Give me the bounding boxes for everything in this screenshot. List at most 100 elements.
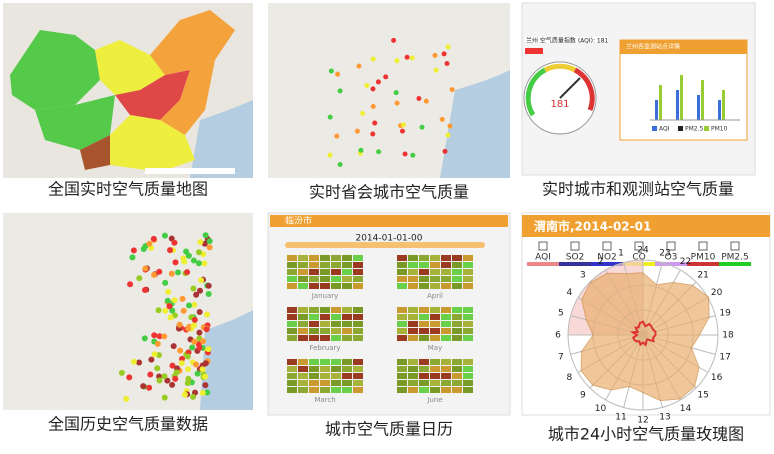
city-dot xyxy=(419,124,425,130)
station-dot xyxy=(205,346,212,353)
cal-cell xyxy=(441,314,451,320)
cal-cell xyxy=(463,283,473,289)
cal-cell xyxy=(430,373,440,379)
cal-cell xyxy=(463,359,473,365)
cal-cell xyxy=(397,269,407,275)
cal-cell xyxy=(309,359,319,365)
cal-cell xyxy=(419,283,429,289)
cal-cell xyxy=(320,380,330,386)
station-dot xyxy=(198,277,205,284)
cal-cell xyxy=(452,366,462,372)
city-dot xyxy=(441,51,447,57)
cal-cell xyxy=(441,328,451,334)
cal-cell xyxy=(430,359,440,365)
legend-label: NO2 xyxy=(597,253,617,263)
cal-cell xyxy=(452,262,462,268)
city-dot xyxy=(445,44,451,50)
hour-label: 7 xyxy=(558,352,564,362)
gauge-band xyxy=(525,67,547,117)
city-dot xyxy=(439,116,445,122)
cal-cell xyxy=(287,276,297,282)
cal-cell xyxy=(342,373,352,379)
rose-title: 渭南市,2014-02-01 xyxy=(534,219,651,234)
cal-cell xyxy=(287,262,297,268)
station-dot xyxy=(130,247,137,254)
station-dot xyxy=(176,321,183,328)
cal-cell xyxy=(298,335,308,341)
legend-bar xyxy=(527,262,559,266)
cal-cell xyxy=(408,380,418,386)
station-dot xyxy=(170,343,177,350)
hour-label: 24 xyxy=(637,246,649,256)
cal-cell xyxy=(419,262,429,268)
cal-cell xyxy=(298,359,308,365)
cal-cell xyxy=(419,335,429,341)
hour-label: 19 xyxy=(719,309,731,319)
station-dot xyxy=(141,335,148,342)
station-dot xyxy=(190,393,197,400)
city-dot xyxy=(327,114,333,120)
station-dot xyxy=(147,371,154,378)
cal-cell xyxy=(353,380,363,386)
cal-cell xyxy=(320,269,330,275)
city-dot xyxy=(394,100,400,106)
popup-title: 兰州各监测站点详情 xyxy=(626,43,680,51)
cal-cell xyxy=(353,307,363,313)
station-dot xyxy=(195,260,202,267)
station-dot xyxy=(175,269,182,276)
month-label: April xyxy=(427,292,443,300)
cal-cell xyxy=(430,276,440,282)
station-dot xyxy=(154,365,161,372)
hour-label: 17 xyxy=(719,352,730,362)
station-dot xyxy=(156,352,163,359)
month-label: March xyxy=(314,396,335,404)
popup xyxy=(619,39,748,141)
sea xyxy=(200,310,253,410)
caption: 全国历史空气质量数据 xyxy=(48,415,208,434)
cal-cell xyxy=(342,314,352,320)
station-dot xyxy=(148,356,155,363)
cal-cell xyxy=(342,321,352,327)
cal-cell xyxy=(397,373,407,379)
cal-cell xyxy=(419,255,429,261)
sea xyxy=(440,70,510,178)
city-dot xyxy=(402,151,408,157)
station-dot xyxy=(151,351,158,358)
cal-cell xyxy=(408,269,418,275)
cal-cell xyxy=(441,283,451,289)
city-dot xyxy=(372,120,378,126)
station-dot xyxy=(155,307,162,314)
station-dot xyxy=(181,391,188,398)
hour-label: 3 xyxy=(580,270,586,280)
cal-cell xyxy=(408,373,418,379)
cal-cell xyxy=(397,255,407,261)
station-dot xyxy=(142,287,149,294)
rose-header xyxy=(522,215,770,237)
cal-cell xyxy=(441,387,451,393)
cal-cell xyxy=(287,373,297,379)
cal-cell xyxy=(320,387,330,393)
cal-cell xyxy=(342,366,352,372)
city-dot xyxy=(391,37,397,43)
cal-cell xyxy=(463,321,473,327)
legend-check xyxy=(698,241,708,251)
station-dot xyxy=(197,287,204,294)
cal-cell xyxy=(320,366,330,372)
cal-cell xyxy=(408,276,418,282)
cal-cell xyxy=(419,380,429,386)
caption: 实时省会城市空气质量 xyxy=(309,183,469,202)
hour-label: 1 xyxy=(618,248,624,258)
cal-cell xyxy=(298,314,308,320)
cal-cell xyxy=(298,328,308,334)
cal-cell xyxy=(408,328,418,334)
cal-cell xyxy=(342,328,352,334)
region xyxy=(160,60,215,135)
cal-cell xyxy=(287,366,297,372)
bar xyxy=(718,100,721,120)
cal-cell xyxy=(430,321,440,327)
cal-cell xyxy=(441,380,451,386)
legend-bar xyxy=(655,262,687,266)
hour-label: 6 xyxy=(555,331,561,341)
city-dot xyxy=(327,152,333,158)
station-dot xyxy=(189,344,196,351)
